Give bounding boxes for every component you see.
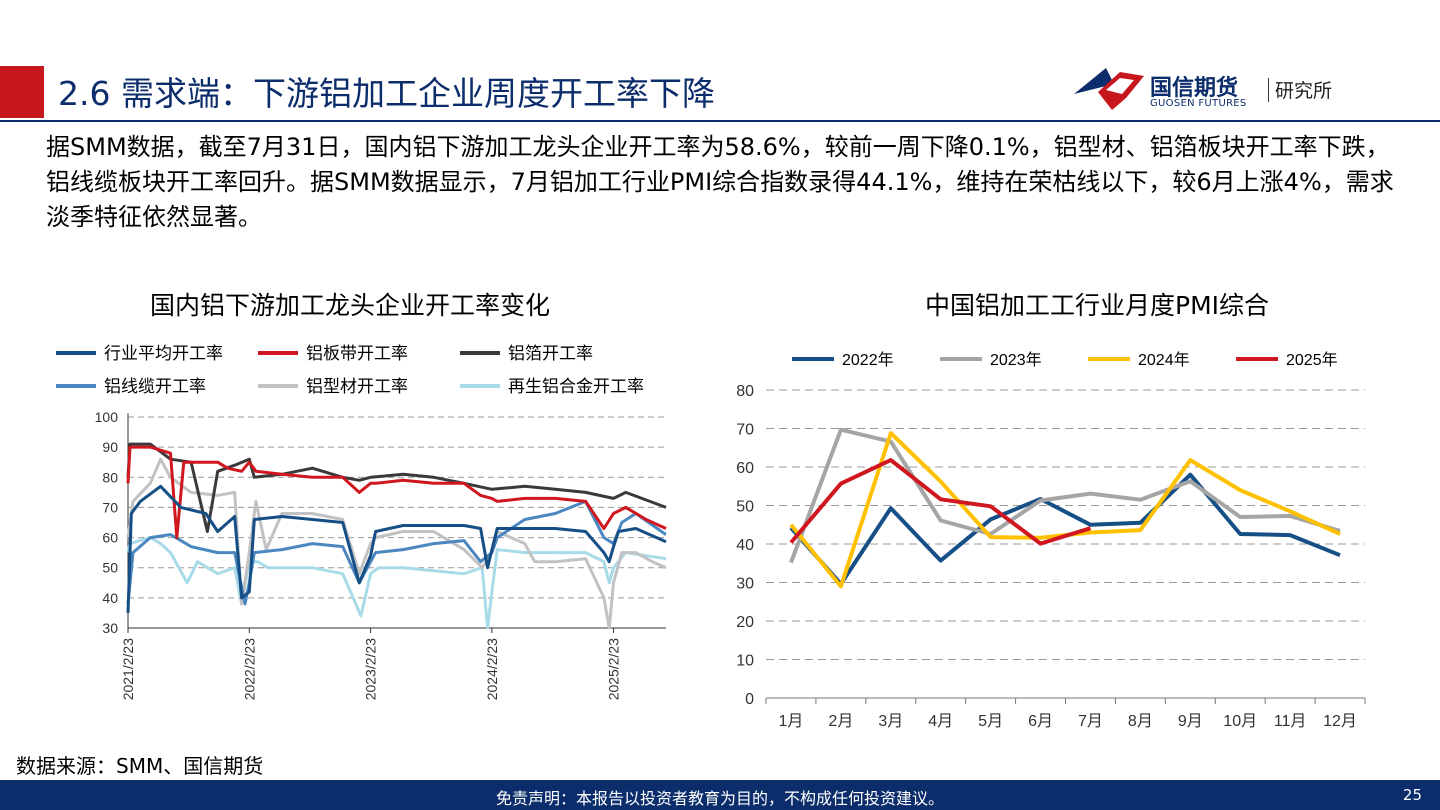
legend-label-3: 铝箔开工率 xyxy=(508,344,593,363)
legend-label-1: 行业平均开工率 xyxy=(104,344,223,363)
logo-mark-icon xyxy=(1074,68,1144,110)
chart1-title: 国内铝下游加工龙头企业开工率变化 xyxy=(150,291,551,320)
legend-label-1: 2022年 xyxy=(842,351,894,369)
series-line-1 xyxy=(789,472,1341,586)
y-tick-label-90: 90 xyxy=(102,439,118,455)
footer-bar: 免责声明：本报告以投资者教育为目的，不构成任何投资建议。 25 xyxy=(0,780,1440,810)
y-tick-label-80: 80 xyxy=(102,469,118,485)
y-tick-label-40: 40 xyxy=(102,590,118,606)
y-tick-label-70: 70 xyxy=(736,422,754,439)
x-tick-label-3: 3月 xyxy=(878,713,903,730)
x-tick-label-5: 5月 xyxy=(978,713,1003,730)
y-tick-label-70: 70 xyxy=(102,499,118,515)
x-tick-label-4: 2024/2/23 xyxy=(484,638,500,700)
x-tick-label-8: 8月 xyxy=(1128,713,1153,730)
x-tick-label-12: 12月 xyxy=(1323,713,1357,730)
y-tick-label-0: 0 xyxy=(745,691,754,708)
legend-label-2: 铝板带开工率 xyxy=(306,344,408,363)
legend-label-3: 2024年 xyxy=(1138,351,1190,369)
slide-title: 2.6 需求端：下游铝加工企业周度开工率下降 xyxy=(58,74,715,113)
logo-en-text: GUOSEN FUTURES xyxy=(1150,98,1247,109)
series-line-2 xyxy=(789,427,1341,564)
y-tick-label-60: 60 xyxy=(736,460,754,477)
x-tick-label-5: 2025/2/23 xyxy=(605,638,621,700)
x-tick-label-1: 1月 xyxy=(779,713,804,730)
series-line-4 xyxy=(789,458,1092,546)
y-tick-label-30: 30 xyxy=(736,576,754,593)
series-line-5 xyxy=(126,457,667,630)
x-tick-label-10: 10月 xyxy=(1223,713,1257,730)
chart2-title: 中国铝加工工行业月度PMI综合 xyxy=(925,291,1270,320)
legend-label-4: 2025年 xyxy=(1286,351,1338,369)
title-accent-bar xyxy=(0,66,44,118)
y-tick-label-30: 30 xyxy=(102,620,118,636)
x-tick-label-7: 7月 xyxy=(1078,713,1103,730)
summary-paragraph: 据SMM数据，截至7月31日，国内铝下游加工龙头企业开工率为58.6%，较前一周… xyxy=(46,133,1394,231)
legend-label-4: 铝线缆开工率 xyxy=(104,377,206,396)
disclaimer-text: 免责声明：本报告以投资者教育为目的，不构成任何投资建议。 xyxy=(495,789,944,808)
company-logo: 国信期货 GUOSEN FUTURES 研究所 xyxy=(1072,64,1362,116)
x-tick-label-6: 6月 xyxy=(1028,713,1053,730)
x-tick-label-1: 2021/2/23 xyxy=(120,638,136,700)
title-rule xyxy=(0,120,1440,122)
legend-label-6: 再生铝合金开工率 xyxy=(508,377,644,396)
y-tick-label-20: 20 xyxy=(736,614,754,631)
logo-cn-text: 国信期货 xyxy=(1150,76,1239,101)
y-tick-label-80: 80 xyxy=(736,383,754,400)
page-number: 25 xyxy=(1402,786,1422,804)
y-tick-label-50: 50 xyxy=(102,560,118,576)
y-tick-label-100: 100 xyxy=(95,409,119,425)
y-tick-label-50: 50 xyxy=(736,499,754,516)
data-source: 数据来源：SMM、国信期货 xyxy=(16,754,264,778)
y-tick-label-40: 40 xyxy=(736,537,754,554)
x-tick-label-11: 11月 xyxy=(1274,713,1307,730)
series-line-6 xyxy=(126,536,667,630)
y-tick-label-60: 60 xyxy=(102,530,118,546)
x-tick-label-9: 9月 xyxy=(1178,713,1203,730)
y-tick-label-10: 10 xyxy=(736,653,754,670)
x-tick-label-2: 2月 xyxy=(828,713,853,730)
series-line-2 xyxy=(126,445,667,540)
logo-separator xyxy=(1268,78,1269,102)
chart2-pmi-line-chart: 2022年 2023年 2024年 2025年 0 10 20 30 40 50 60 70 80 1月 2… xyxy=(736,351,1366,730)
legend-label-2: 2023年 xyxy=(990,351,1042,369)
x-tick-label-3: 2023/2/23 xyxy=(363,638,379,700)
x-tick-label-2: 2022/2/23 xyxy=(241,638,257,700)
legend-label-5: 铝型材开工率 xyxy=(306,377,408,396)
logo-dept-text: 研究所 xyxy=(1275,80,1333,102)
x-tick-label-4: 4月 xyxy=(928,713,953,730)
series-line-1 xyxy=(126,484,667,613)
